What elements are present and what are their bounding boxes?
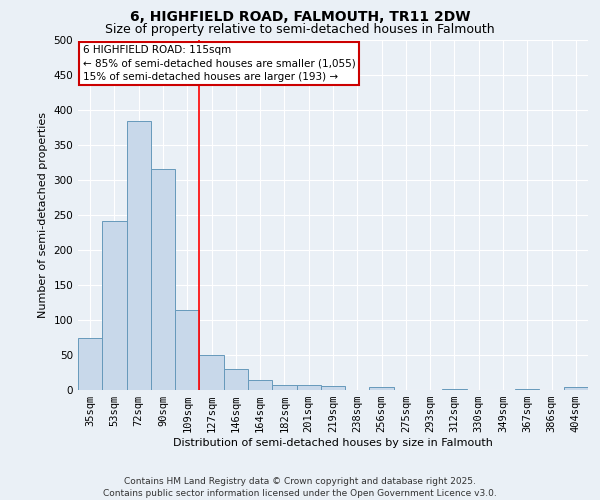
Bar [442, 388, 467, 390]
Text: Size of property relative to semi-detached houses in Falmouth: Size of property relative to semi-detach… [105, 22, 495, 36]
Bar [78, 338, 102, 390]
Bar [175, 310, 199, 390]
Bar [199, 355, 224, 390]
Bar [564, 387, 588, 390]
Bar [272, 385, 296, 390]
Y-axis label: Number of semi-detached properties: Number of semi-detached properties [38, 112, 48, 318]
Bar [296, 385, 321, 390]
Bar [321, 386, 345, 390]
Bar [127, 120, 151, 390]
Bar [151, 170, 175, 390]
Bar [248, 380, 272, 390]
Text: 6 HIGHFIELD ROAD: 115sqm
← 85% of semi-detached houses are smaller (1,055)
15% o: 6 HIGHFIELD ROAD: 115sqm ← 85% of semi-d… [83, 46, 356, 82]
Bar [370, 386, 394, 390]
Text: 6, HIGHFIELD ROAD, FALMOUTH, TR11 2DW: 6, HIGHFIELD ROAD, FALMOUTH, TR11 2DW [130, 10, 470, 24]
Bar [224, 369, 248, 390]
Text: Contains HM Land Registry data © Crown copyright and database right 2025.
Contai: Contains HM Land Registry data © Crown c… [103, 476, 497, 498]
X-axis label: Distribution of semi-detached houses by size in Falmouth: Distribution of semi-detached houses by … [173, 438, 493, 448]
Bar [102, 220, 127, 390]
